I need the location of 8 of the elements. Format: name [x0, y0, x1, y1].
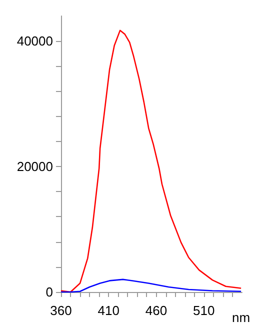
y-tick-label: 20000	[16, 159, 53, 174]
x-tick-label: 510	[193, 303, 215, 318]
x-tick-label: 410	[98, 303, 120, 318]
x-tick-label: 360	[50, 303, 72, 318]
y-tick-label: 0	[46, 284, 53, 300]
x-tick-label: 460	[145, 303, 168, 318]
x-axis-title: nm	[232, 310, 250, 325]
y-tick-label: 40000	[16, 34, 53, 49]
